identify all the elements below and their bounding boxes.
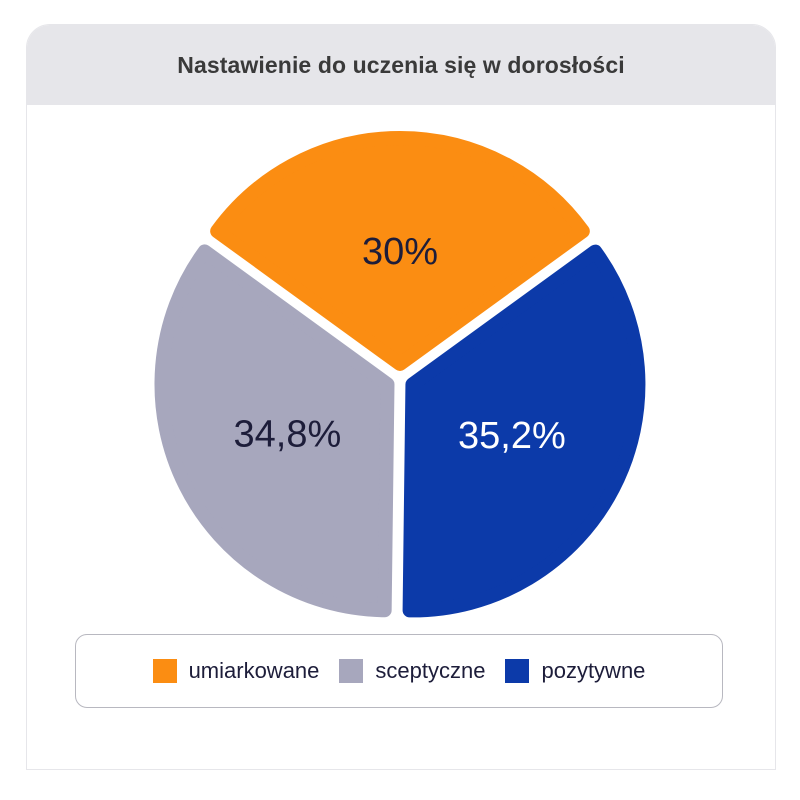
legend-label: umiarkowane [188,658,320,683]
legend-item-umiarkowane: umiarkowane [152,658,320,684]
legend-swatch [152,659,177,683]
legend-swatch [339,659,364,683]
pie-label-sceptyczne: 34,8% [234,413,342,455]
chart-title: Nastawienie do uczenia się w dorosłości [177,51,625,78]
pie-slice-sceptyczne [154,244,395,618]
legend-item-pozytywne: pozytywne [505,658,645,684]
legend-label: pozytywne [541,658,646,683]
legend-item-sceptyczne: sceptyczne [339,658,485,684]
chart-header: Nastawienie do uczenia się w dorosłości [27,25,775,105]
pie-label-umiarkowane: 30% [362,231,438,273]
pie-slice-umiarkowane [210,131,590,371]
legend-label: sceptyczne [375,658,486,683]
pie-label-pozytywne: 35,2% [458,415,566,457]
chart-legend: umiarkowane sceptyczne pozytywne [75,634,723,708]
pie-slice-pozytywne [402,244,646,618]
legend-swatch [505,659,530,683]
